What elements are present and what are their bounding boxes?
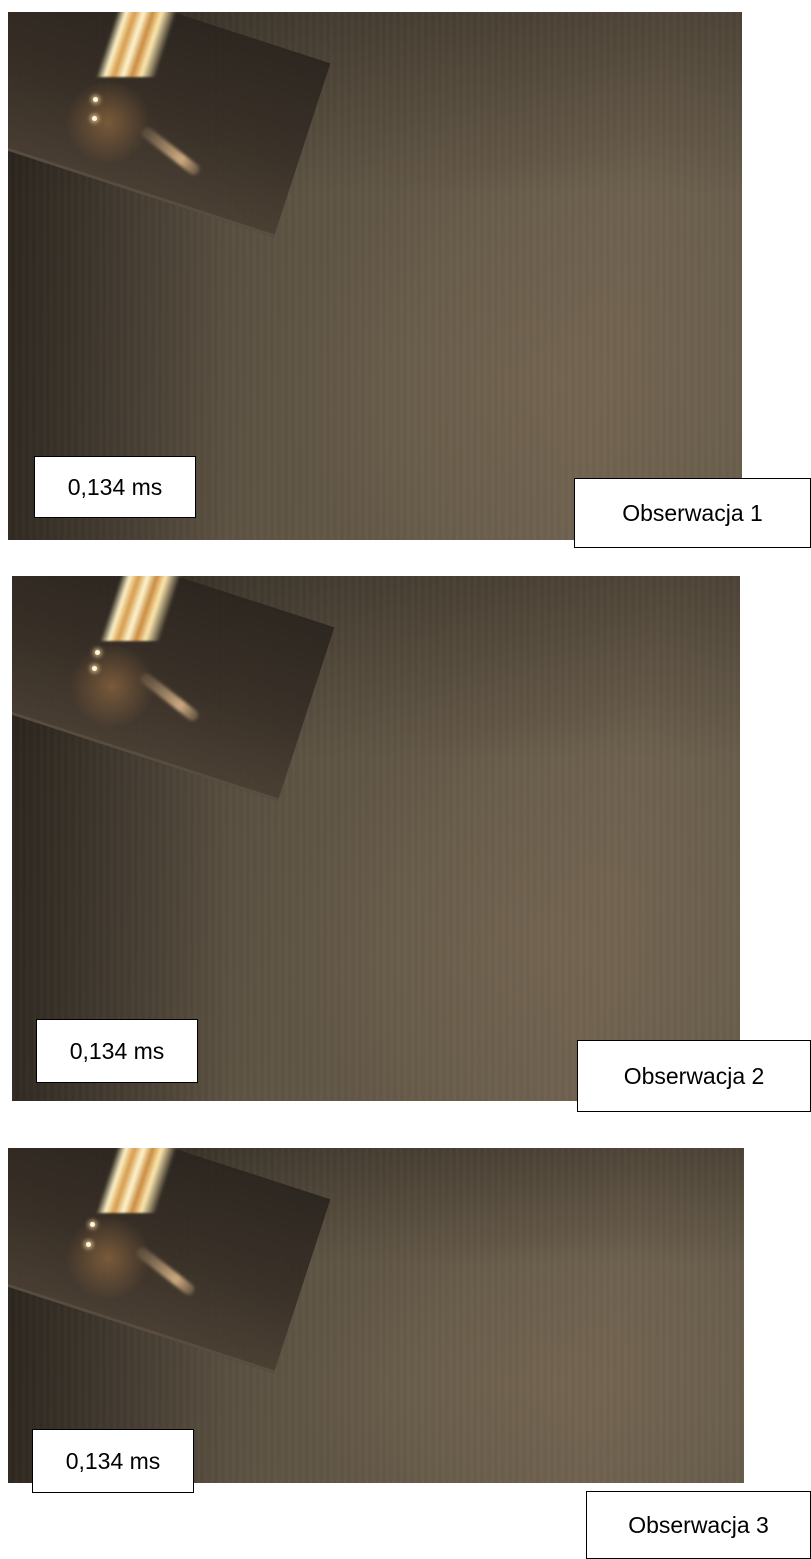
time-label: 0,134 ms bbox=[34, 456, 196, 518]
observation-1-photo bbox=[8, 12, 742, 540]
time-label: 0,134 ms bbox=[36, 1019, 198, 1083]
time-label: 0,134 ms bbox=[32, 1429, 194, 1493]
observation-2-photo bbox=[12, 576, 740, 1101]
observation-label: Obserwacja 1 bbox=[574, 478, 811, 548]
observation-3-photo bbox=[8, 1148, 744, 1483]
observation-label: Obserwacja 3 bbox=[586, 1491, 811, 1559]
observation-label: Obserwacja 2 bbox=[577, 1040, 811, 1112]
